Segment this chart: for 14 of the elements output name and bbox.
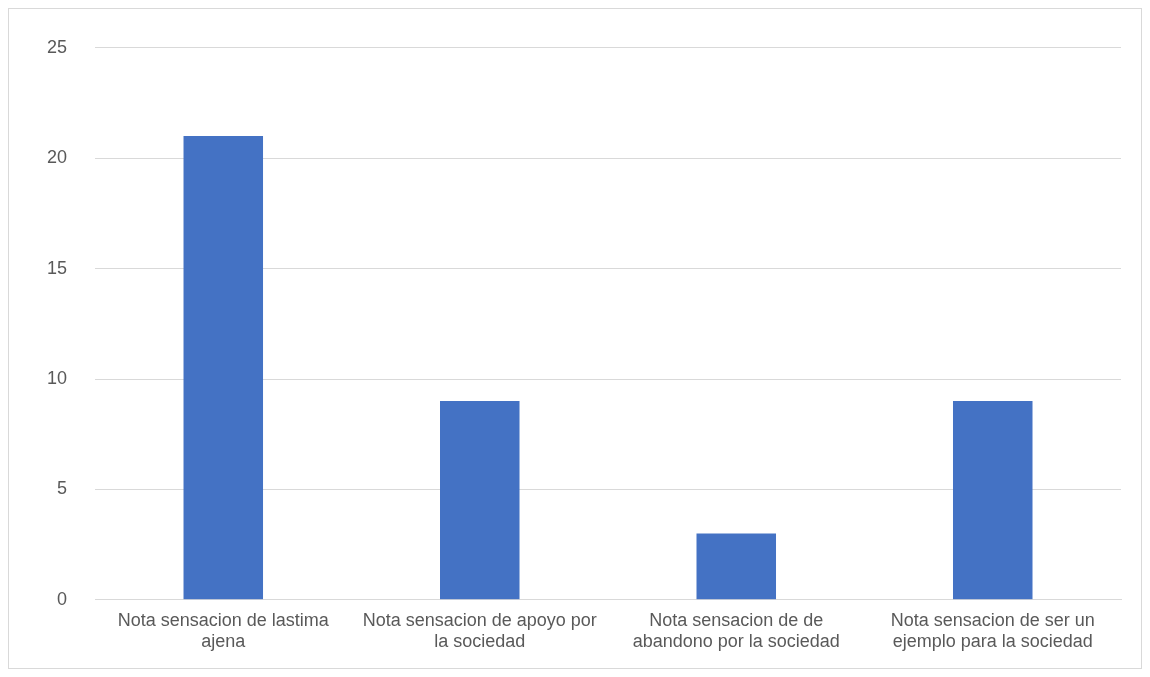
x-tick-label: Nota sensacion de de abandono por la sociedad xyxy=(632,609,840,652)
bar xyxy=(183,136,264,600)
x-tick-label: Nota sensacion de lastima ajena xyxy=(117,609,330,652)
y-tick-label: 0 xyxy=(57,588,68,609)
x-tick-label: Nota sensacion de apoyo por la sociedad xyxy=(362,609,597,652)
bar xyxy=(953,401,1033,600)
bar xyxy=(440,401,520,600)
y-tick-label: 15 xyxy=(46,257,68,278)
bar xyxy=(696,533,777,600)
y-tick-label: 5 xyxy=(57,478,68,499)
y-tick-label: 10 xyxy=(46,367,68,388)
y-tick-label: 20 xyxy=(46,147,68,168)
y-tick-label: 25 xyxy=(46,36,68,57)
x-tick-label: Nota sensacion de ser un ejemplo para la sociedad xyxy=(890,609,1095,652)
